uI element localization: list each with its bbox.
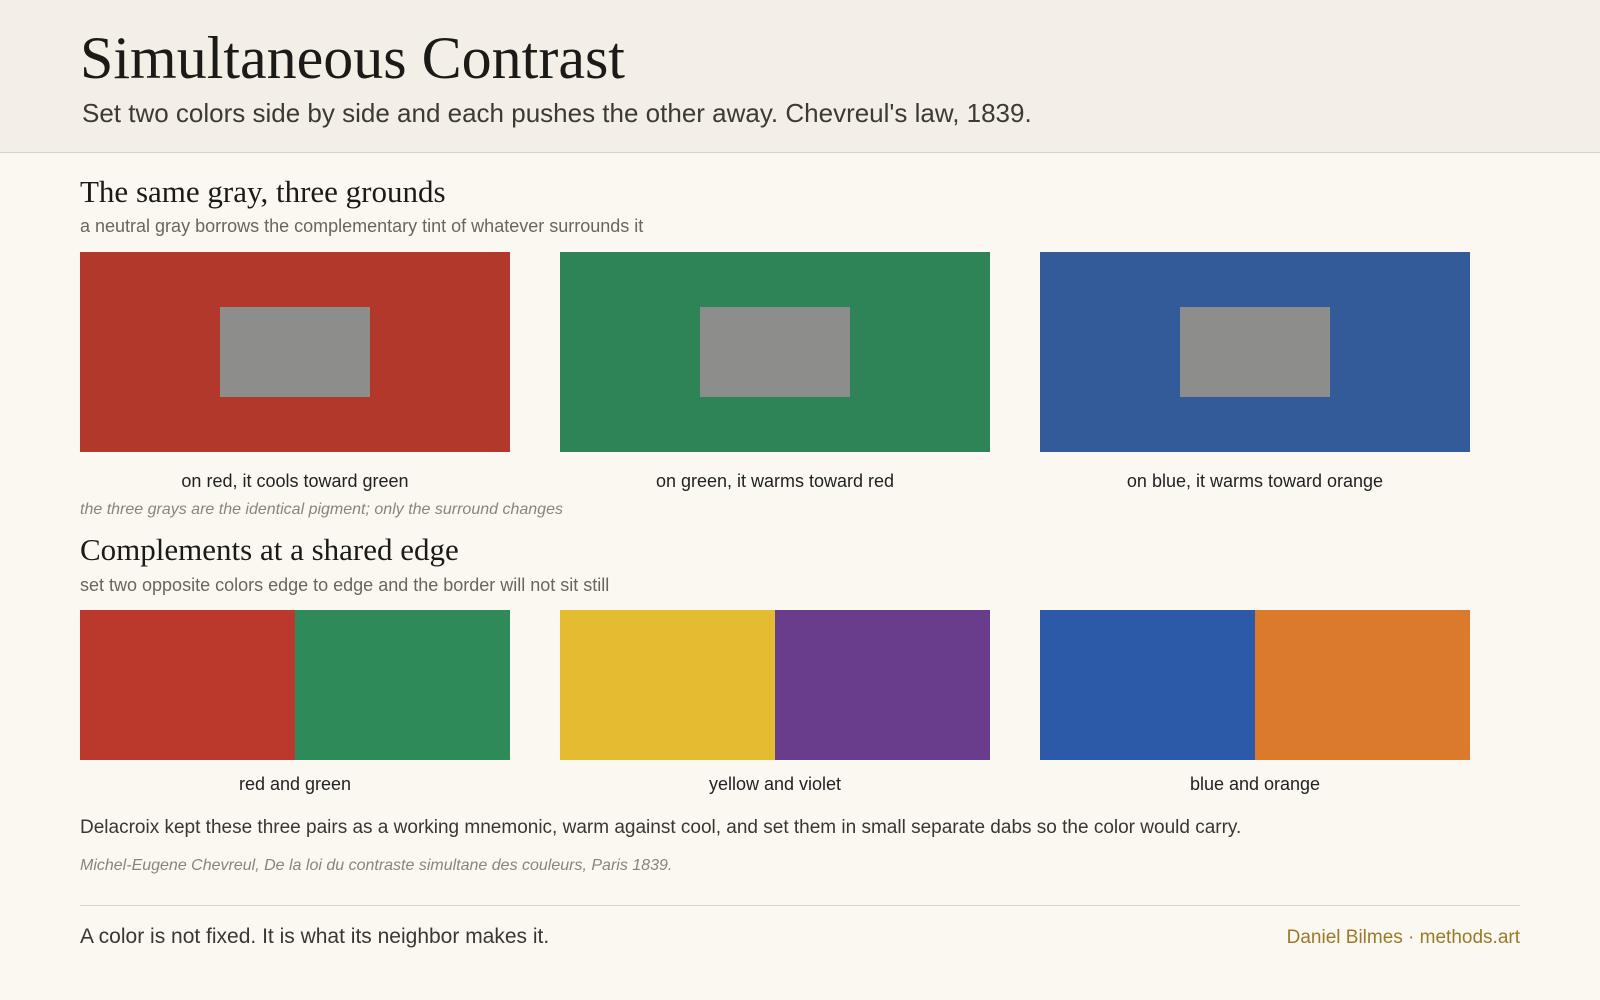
citation: Michel-Eugene Chevreul, De la loi du con… bbox=[80, 857, 673, 874]
caption: red and green bbox=[238, 774, 352, 794]
note: the three grays are the identical pigmen… bbox=[80, 501, 563, 518]
footer-quote: A color is not fixed. It is what its nei… bbox=[80, 925, 550, 948]
caption: yellow and violet bbox=[708, 774, 842, 794]
green-swatch bbox=[295, 610, 510, 760]
paragraph: Delacroix kept these three pairs as a wo… bbox=[80, 817, 1242, 838]
title: Simultaneous Contrast bbox=[80, 25, 625, 91]
red-swatch bbox=[80, 610, 295, 760]
caption: on blue, it warms toward orange bbox=[1126, 471, 1384, 491]
blue-swatch bbox=[1040, 610, 1255, 760]
section-subheading: a neutral gray borrows the complementary… bbox=[80, 216, 644, 236]
green-ground bbox=[560, 252, 990, 452]
caption: on red, it cools toward green bbox=[181, 471, 409, 491]
orange-swatch bbox=[1255, 610, 1470, 760]
section-subheading: set two opposite colors edge to edge and… bbox=[80, 575, 610, 595]
section-heading: Complements at a shared edge bbox=[80, 532, 459, 567]
caption: on green, it warms toward red bbox=[655, 471, 895, 491]
footer-credit: Daniel Bilmes · methods.art bbox=[1286, 927, 1520, 948]
gray-swatch bbox=[220, 307, 370, 397]
yellow-swatch bbox=[560, 610, 775, 760]
gray-swatch bbox=[700, 307, 850, 397]
caption: blue and orange bbox=[1189, 774, 1321, 794]
section-heading: The same gray, three grounds bbox=[80, 174, 446, 209]
gray-swatch bbox=[1180, 307, 1330, 397]
header bbox=[0, 0, 1600, 153]
subtitle: Set two colors side by side and each pus… bbox=[82, 98, 1032, 128]
violet-swatch bbox=[775, 610, 990, 760]
red-ground bbox=[80, 252, 510, 452]
divider bbox=[80, 905, 1520, 906]
blue-ground bbox=[1040, 252, 1470, 452]
